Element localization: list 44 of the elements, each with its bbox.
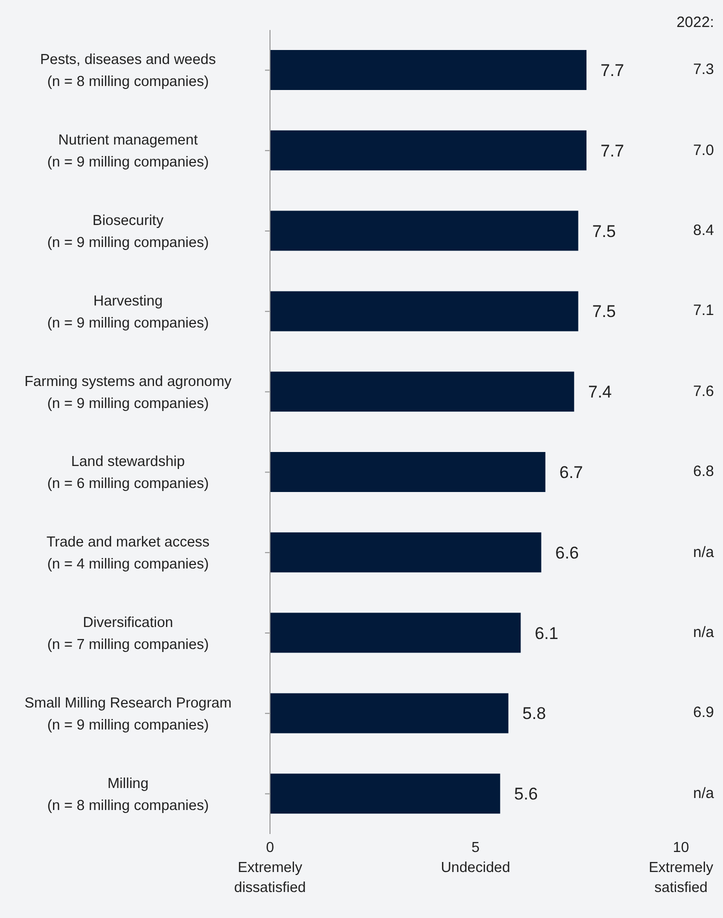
data-label: 7.4 [588,382,612,402]
data-label: 5.6 [514,784,538,804]
y-tick-label: Biosecurity (n = 9 milling companies) [47,213,209,251]
data-label: 7.7 [600,141,624,160]
y-tick-label: Land stewardship (n = 6 milling companies) [47,454,209,492]
text: n/a [693,784,714,803]
y-tick-label: Nutrient management (n = 9 milling companies) [47,132,209,171]
text: 7.0 [693,142,714,160]
bar [270,50,586,90]
y-tick-label: Trade and market access (n = 4 milling companies) [46,534,210,573]
text: 8.4 [693,222,714,240]
text: 7.3 [693,61,714,80]
bar [270,291,578,332]
data-label: 5.8 [522,704,546,724]
text: 7.6 [693,382,714,401]
x-tick-label: 0 Extremely dissatisfied [234,840,306,896]
x-tick-label: 10 Extremely satisfied [648,840,714,896]
text: 7.1 [693,302,714,320]
bar [270,210,578,251]
text: n/a [693,624,714,642]
bar [270,372,574,412]
bar [270,452,546,492]
bar [270,774,500,814]
data-label: 7.5 [592,302,616,322]
y-tick-label: Pests, diseases and weeds (n = 8 milling companies) [40,52,216,90]
data-label: 7.7 [600,61,624,80]
y-tick-label: Harvesting (n = 9 milling companies) [47,293,209,332]
bar [270,612,521,653]
text: 6.9 [693,704,714,722]
bar [270,693,508,734]
text: n/a [693,544,714,562]
x-tick-label: 5 Undecided [440,840,510,876]
y-tick-label: Farming systems and agronomy (n = 9 milling companies) [24,374,232,412]
data-label: 6.6 [555,543,579,562]
text: 6.8 [693,463,714,482]
data-label: 7.5 [592,222,616,241]
annotation: 2022: [676,14,714,32]
data-label: 6.7 [559,463,584,482]
bar [270,532,542,572]
y-tick-label: Milling (n = 8 milling companies) [47,776,209,814]
y-tick-label: Diversification (n = 7 milling companies) [47,615,209,653]
data-label: 6.1 [534,624,558,643]
y-tick-label: Small Milling Research Program (n = 9 milling companies) [24,695,232,734]
bar [270,130,586,170]
